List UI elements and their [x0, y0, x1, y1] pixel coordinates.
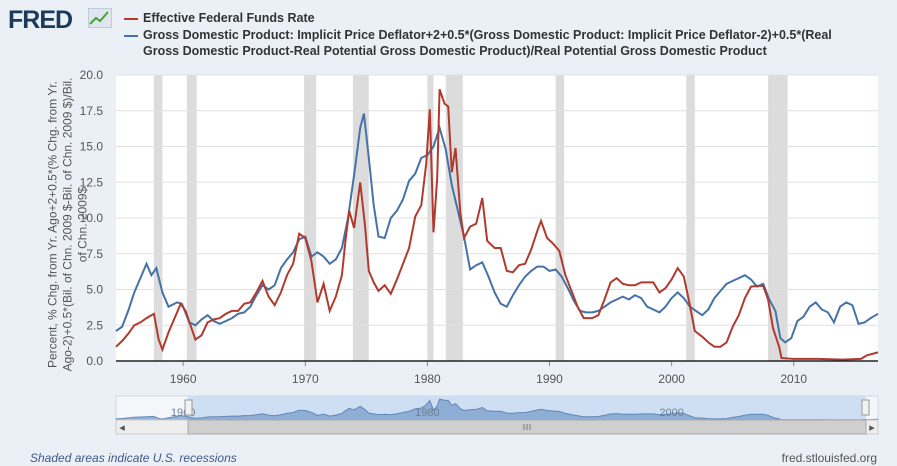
fred-logo: FRED	[8, 6, 73, 34]
scrollbar-right-arrow[interactable]: ▸	[869, 422, 875, 434]
y-tick-label: 0.0	[86, 354, 103, 368]
navigator-handle-right[interactable]	[861, 399, 870, 416]
y-tick-label: 20.0	[80, 68, 104, 82]
y-axis-ticks: 0.0 2.5 5.0 7.5 10.0 12.5 15.0 17.5 20.0	[80, 68, 104, 368]
y-tick-label: 12.5	[80, 175, 104, 189]
x-tick-label: 1980	[414, 372, 441, 386]
scrollbar-left-arrow[interactable]: ◂	[119, 422, 125, 434]
y-tick-label: 10.0	[80, 211, 104, 225]
navigator-area	[115, 398, 879, 421]
recessions-note: Shaded areas indicate U.S. recessions	[30, 451, 237, 465]
legend-swatch-fedfunds	[124, 18, 138, 20]
x-tick-label: 2010	[780, 372, 807, 386]
x-tick-label: 1970	[292, 372, 319, 386]
y-tick-label: 5.0	[86, 283, 103, 297]
y-tick-label: 17.5	[80, 104, 104, 118]
x-tick-label: 1990	[536, 372, 563, 386]
x-tick-label: 1960	[170, 372, 197, 386]
grip-icon	[523, 424, 531, 430]
legend-entry-taylor[interactable]: Gross Domestic Product: Implicit Price D…	[143, 28, 832, 58]
navigator-tick-label: 1980	[415, 407, 439, 419]
navigator-tick-label: 2000	[659, 407, 683, 419]
series-line-fedfunds	[115, 88, 879, 361]
x-tick-label: 2000	[658, 372, 685, 386]
navigator-handle-left[interactable]	[184, 399, 193, 416]
x-axis-ticks: 1960 1970 1980 1990 2000 2010	[170, 361, 807, 386]
legend-swatch-taylor	[124, 35, 138, 37]
series-line-taylor	[115, 113, 879, 344]
range-navigator[interactable]: 1960 1980 2000 ◂ ▸	[115, 395, 879, 435]
source-link[interactable]: fred.stlouisfed.org	[781, 451, 877, 465]
legend-entry-fedfunds[interactable]: Effective Federal Funds Rate	[143, 11, 315, 25]
y-tick-label: 7.5	[86, 247, 103, 261]
y-tick-label: 2.5	[86, 318, 103, 332]
fred-graph-icon	[88, 8, 112, 28]
y-tick-label: 15.0	[80, 140, 104, 154]
grid-lines	[116, 74, 878, 326]
